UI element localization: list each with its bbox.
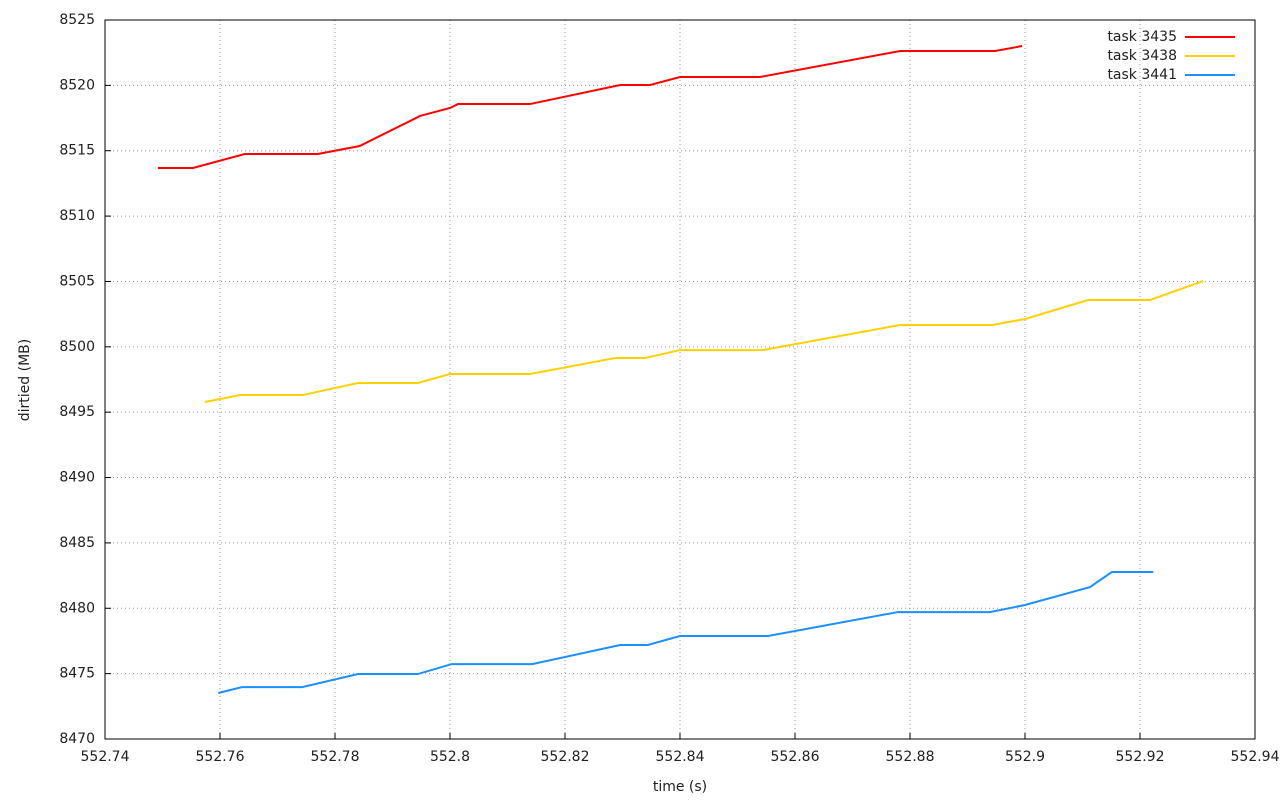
x-tick-label: 552.82 xyxy=(541,749,590,765)
legend-label: task 3441 xyxy=(1107,67,1177,83)
y-tick-label: 8470 xyxy=(59,731,95,747)
plot-frame xyxy=(104,19,1256,740)
x-tick-label: 552.86 xyxy=(771,749,820,765)
legend-label: task 3435 xyxy=(1107,29,1177,45)
series-line xyxy=(157,45,1023,169)
y-tick-label: 8485 xyxy=(59,535,95,551)
y-tick-label: 8475 xyxy=(59,666,95,682)
x-tick-label: 552.78 xyxy=(311,749,360,765)
series-line xyxy=(218,571,1154,694)
y-tick-label: 8520 xyxy=(59,77,95,93)
y-axis-label: dirtied (MB) xyxy=(17,339,33,421)
x-tick-label: 552.8 xyxy=(430,749,470,765)
x-axis-label: time (s) xyxy=(653,779,707,795)
x-tick-label: 552.84 xyxy=(656,749,705,765)
y-tick-label: 8495 xyxy=(59,404,95,420)
y-tick-label: 8515 xyxy=(59,143,95,159)
y-tick-label: 8500 xyxy=(59,339,95,355)
series-line xyxy=(204,280,1204,403)
y-tick-label: 8490 xyxy=(59,470,95,486)
x-tick-label: 552.74 xyxy=(81,749,130,765)
x-tick-label: 552.92 xyxy=(1116,749,1165,765)
y-tick-label: 8505 xyxy=(59,273,95,289)
y-tick-label: 8525 xyxy=(59,12,95,28)
legend-label: task 3438 xyxy=(1107,48,1177,64)
y-tick-label: 8510 xyxy=(59,208,95,224)
x-tick-label: 552.88 xyxy=(886,749,935,765)
y-tick-label: 8480 xyxy=(59,600,95,616)
x-tick-label: 552.76 xyxy=(196,749,245,765)
x-tick-label: 552.94 xyxy=(1231,749,1280,765)
x-tick-label: 552.9 xyxy=(1005,749,1045,765)
